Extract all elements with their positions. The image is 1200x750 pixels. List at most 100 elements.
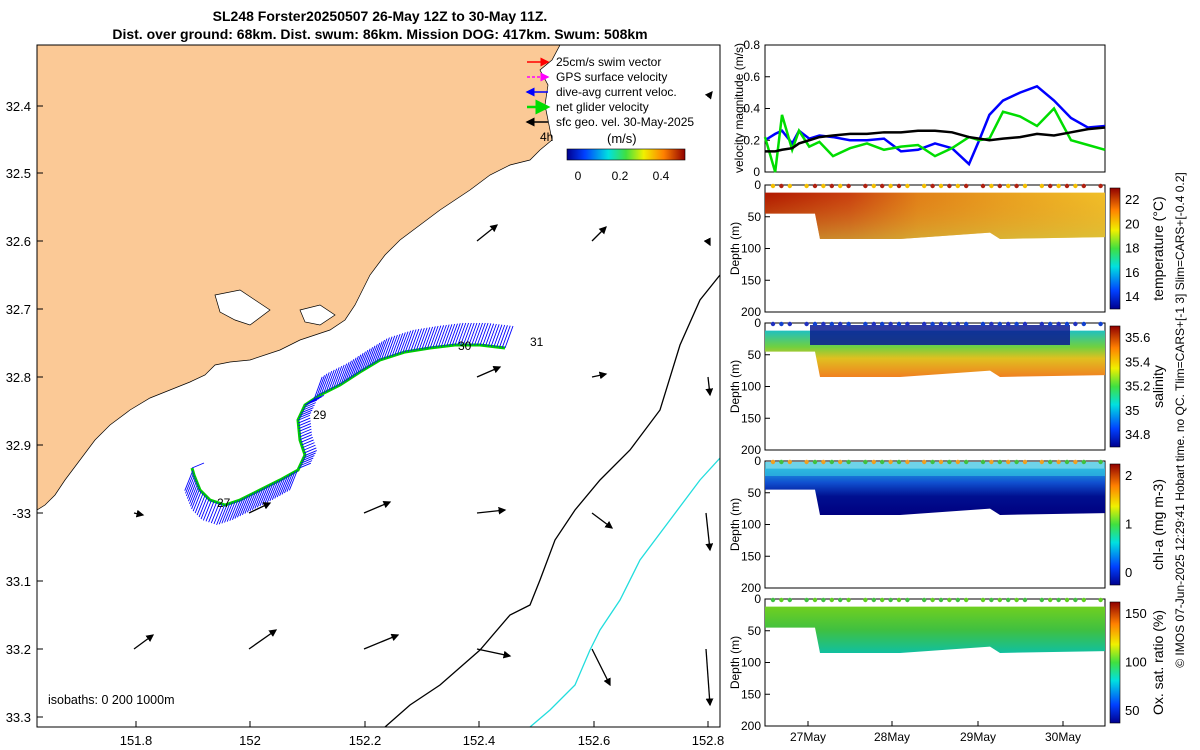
velocity-ylabel: velocity magnitude (m/s) <box>732 43 746 173</box>
dive-avg-current-vector <box>299 460 313 467</box>
dive-avg-current-vector <box>333 365 343 389</box>
day-label-31: 31 <box>530 335 544 349</box>
surface-obs-dot <box>888 183 893 189</box>
surface-obs-dot <box>1073 597 1078 603</box>
dive-avg-current-vector <box>388 334 398 358</box>
map-colorbar-tick: 0.2 <box>612 169 629 183</box>
dive-avg-current-vector <box>328 368 338 391</box>
surface-obs-dot <box>997 597 1002 603</box>
surface-obs-dot <box>1048 183 1053 189</box>
dive-avg-current-vector <box>373 341 383 364</box>
geo-velocity-arrow <box>476 648 512 659</box>
surface-obs-dot <box>930 183 935 189</box>
dive-avg-current-vector <box>443 324 453 347</box>
figure-title-line1: SL248 Forster20250507 26-May 12Z to 30-M… <box>212 8 548 24</box>
isobath-note: isobaths: 0 200 1000m <box>48 693 174 707</box>
dive-avg-current-vector <box>303 452 316 459</box>
dive-avg-current-vector <box>359 349 369 373</box>
dive-avg-current-vector <box>210 502 220 524</box>
dive-avg-current-vector <box>383 336 393 359</box>
surface-obs-dot <box>1014 183 1019 189</box>
surface-obs-dot <box>838 597 843 603</box>
dive-avg-current-vector <box>381 337 390 360</box>
dive-avg-current-vector <box>309 396 322 403</box>
dive-avg-current-vector <box>303 444 316 451</box>
surface-obs-dot <box>964 321 969 327</box>
section-y-tick-label: 0 <box>754 592 761 606</box>
section-colorbar <box>1109 325 1121 448</box>
section-y-tick-label: 200 <box>741 581 761 595</box>
surface-obs-dot <box>1064 597 1070 603</box>
dive-avg-current-vector <box>192 490 202 512</box>
section-colorbar-tick: 34.8 <box>1125 427 1150 442</box>
dive-avg-current-vector <box>298 420 311 427</box>
geo-velocity-arrow <box>248 629 278 650</box>
dive-avg-current-vector <box>421 327 431 350</box>
section-y-tick-label: 50 <box>748 348 762 362</box>
dive-avg-current-vector <box>482 323 492 346</box>
section-y-tick-label: 150 <box>741 687 761 701</box>
section-y-tick-label: 100 <box>741 656 761 670</box>
section-panel-chl: 0 50 100 150 200 Depth (m) 2 1 0 chl-a (mg m-3) <box>728 454 1166 595</box>
section-x-tick-label: 30May <box>1045 730 1081 744</box>
map-y-tick-label: 33.3 <box>6 710 31 725</box>
dive-avg-current-vector <box>325 369 335 393</box>
legend-gps-velocity: GPS surface velocity <box>556 70 667 84</box>
surface-obs-dot <box>888 459 893 465</box>
dive-avg-current-vector <box>191 462 205 469</box>
map-y-tick-label: 33.2 <box>6 642 31 657</box>
dive-avg-current-vector <box>386 335 396 358</box>
dive-avg-current-vector <box>300 436 313 443</box>
surface-obs-dot <box>888 597 893 603</box>
dive-avg-current-vector <box>184 470 194 491</box>
dive-avg-current-vector <box>335 364 345 388</box>
surface-obs-dot <box>1048 321 1053 327</box>
dive-avg-current-vector <box>301 457 314 464</box>
surface-obs-dot <box>955 183 960 189</box>
section-colorbar-tick: 14 <box>1125 289 1139 304</box>
surface-obs-dot <box>1081 459 1087 465</box>
surface-obs-dot <box>980 459 986 465</box>
section-colorbar-tick: 0 <box>1125 565 1132 580</box>
surface-obs-dot <box>997 183 1002 189</box>
surface-obs-dot <box>922 321 927 327</box>
geo-velocity-arrow <box>704 90 713 100</box>
velocity-y-tick-label: 0.6 <box>743 70 760 84</box>
surface-obs-dot <box>846 459 851 465</box>
section-y-tick-label: 0 <box>754 178 761 192</box>
dive-avg-current-vector <box>490 324 500 347</box>
surface-obs-dot <box>1081 597 1087 603</box>
surface-obs-dot <box>863 183 868 189</box>
surface-obs-dot <box>964 597 969 603</box>
surface-obs-dot <box>1064 459 1070 465</box>
map-x-tick-label: 152.4 <box>463 733 496 748</box>
surface-obs-dot <box>980 183 986 189</box>
section-y-tick-label: 150 <box>741 549 761 563</box>
surface-obs-dot <box>989 183 994 189</box>
dive-avg-current-vector <box>493 324 503 347</box>
dive-avg-current-vector <box>462 322 472 346</box>
surface-obs-dot <box>1098 597 1103 603</box>
dive-avg-current-vector <box>271 479 281 501</box>
section-y-axis: 0 50 100 150 200 <box>741 316 770 457</box>
surface-obs-dot <box>1098 459 1103 465</box>
surface-obs-dot <box>770 597 776 603</box>
dive-avg-current-vector <box>391 333 401 357</box>
dive-avg-current-vector <box>187 478 196 499</box>
surface-obs-dot <box>838 183 843 189</box>
dive-avg-current-vector <box>429 325 439 349</box>
dive-avg-current-vector <box>299 428 312 435</box>
geo-velocity-arrow <box>591 226 607 242</box>
dive-avg-current-vector <box>404 329 414 353</box>
surface-obs-dot <box>804 597 809 603</box>
surface-obs-dot <box>1064 183 1070 189</box>
surface-obs-dot <box>1073 321 1078 327</box>
surface-obs-dot <box>846 321 851 327</box>
surface-obs-dot <box>997 459 1002 465</box>
surface-obs-dot <box>1098 183 1103 189</box>
map-x-tick-label: 152.6 <box>578 733 611 748</box>
map-y-tick-label: -33 <box>12 506 31 521</box>
section-colorbar-tick: 1 <box>1125 517 1132 532</box>
